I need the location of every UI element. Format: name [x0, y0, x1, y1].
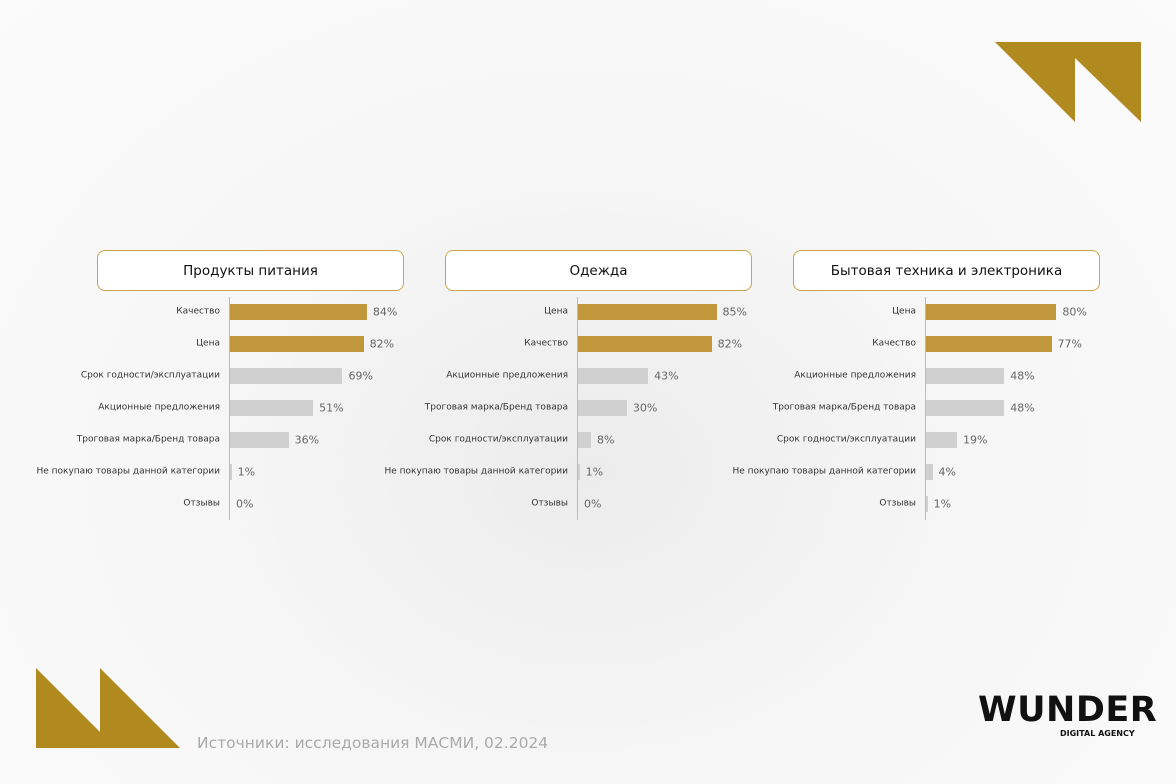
axis-line [925, 297, 926, 520]
bar [578, 336, 712, 352]
bar [230, 304, 367, 320]
category-label: Троговая марка/Бренд товара [76, 434, 220, 445]
bar [230, 400, 314, 416]
category-label: Отзывы [531, 498, 568, 509]
value-label: 82% [717, 337, 743, 351]
category-label: Качество [524, 338, 568, 349]
category-label: Троговая марка/Бренд товара [772, 402, 916, 413]
value-label: 19% [962, 433, 988, 447]
category-label: Акционные предложения [98, 402, 220, 413]
category-label: Акционные предложения [794, 370, 916, 381]
chart-title: Одежда [445, 250, 752, 291]
chart-title: Бытовая техника и электроника [793, 250, 1100, 291]
value-label: 51% [319, 401, 344, 415]
category-label: Отзывы [183, 498, 220, 509]
logo-tagline: DIGITAL AGENCY [1060, 729, 1135, 738]
category-label: Срок годности/эксплуатации [776, 434, 916, 445]
value-label: 69% [348, 369, 373, 383]
bar [926, 432, 957, 448]
value-label: 36% [294, 433, 320, 447]
category-label: Отзывы [879, 498, 916, 509]
bar [926, 496, 928, 512]
bar [230, 432, 289, 448]
bar [926, 336, 1052, 352]
chart-title: Продукты питания [97, 250, 404, 291]
category-label: Троговая марка/Бренд товара [424, 402, 568, 413]
bar [926, 400, 1005, 416]
value-label: 1% [237, 465, 256, 479]
logo-name: WUNDER [978, 690, 1158, 730]
value-label: 48% [1010, 401, 1035, 415]
category-label: Цена [892, 306, 916, 317]
category-label: Не покупаю товары данной категории [732, 466, 916, 477]
value-label: 84% [372, 305, 398, 319]
bar [926, 368, 1005, 384]
axis-line [577, 297, 578, 520]
category-label: Цена [544, 306, 568, 317]
value-label: 8% [597, 433, 615, 447]
value-label: 30% [632, 401, 658, 415]
value-label: 43% [654, 369, 679, 383]
bar [230, 336, 364, 352]
bar [578, 304, 717, 320]
category-label: Цена [196, 338, 220, 349]
bar [926, 464, 933, 480]
bar [578, 432, 592, 448]
corner-shape [36, 668, 116, 748]
corner-shape [995, 42, 1141, 122]
value-label: 77% [1057, 337, 1082, 351]
bar [230, 368, 343, 384]
category-label: Не покупаю товары данной категории [36, 466, 220, 477]
category-label: Не покупаю товары данной категории [384, 466, 568, 477]
chart: Одежда Цена 85% Качество 82% Акционные предло… [384, 250, 775, 530]
category-label: Качество [176, 306, 220, 317]
chart: Продукты питания Качество 84% Цена 82% Срок г… [36, 250, 427, 530]
category-label: Качество [872, 338, 916, 349]
bar [578, 368, 649, 384]
category-label: Срок годности/эксплуатации [428, 434, 568, 445]
bar [926, 304, 1057, 320]
value-label: 85% [722, 305, 747, 319]
value-label: 0% [236, 497, 254, 511]
bar [578, 464, 580, 480]
bar [230, 464, 232, 480]
bar [578, 400, 627, 416]
source: Источники: исследования МАСМИ, 02.2024 [197, 734, 549, 752]
value-label: 82% [369, 337, 395, 351]
corner-shape [100, 668, 180, 748]
value-label: 0% [584, 497, 602, 511]
value-label: 80% [1062, 305, 1087, 319]
chart: Бытовая техника и электроника Цена 80% Каче… [732, 250, 1123, 530]
category-label: Акционные предложения [446, 370, 568, 381]
value-label: 4% [938, 465, 956, 479]
value-label: 1% [933, 497, 952, 511]
category-label: Срок годности/эксплуатации [80, 370, 220, 381]
value-label: 1% [585, 465, 604, 479]
value-label: 48% [1010, 369, 1035, 383]
axis-line [229, 297, 230, 520]
